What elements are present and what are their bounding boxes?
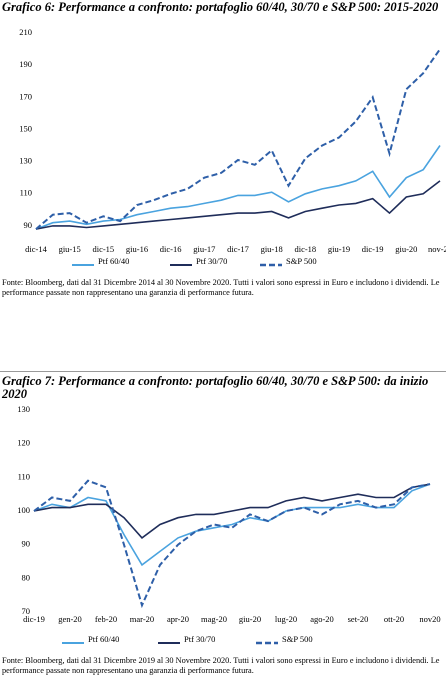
x-tick-label: nov20 bbox=[419, 614, 440, 624]
divider bbox=[0, 371, 446, 372]
x-tick-label: giu-20 bbox=[239, 614, 261, 624]
y-tick-label: 150 bbox=[19, 123, 32, 133]
x-tick-label: dic-14 bbox=[25, 244, 47, 254]
x-tick-label: giu-20 bbox=[395, 244, 417, 254]
y-tick-label: 90 bbox=[24, 220, 33, 230]
series-line bbox=[33, 483, 431, 567]
x-tick-label: ott-20 bbox=[384, 614, 404, 624]
legend-label: Ptf 30/70 bbox=[196, 256, 227, 266]
x-tick-label: feb-20 bbox=[95, 614, 117, 624]
x-tick-label: giu-18 bbox=[261, 244, 283, 254]
legend-label: Ptf 60/40 bbox=[98, 256, 129, 266]
x-tick-label: giu-16 bbox=[126, 244, 148, 254]
y-tick-label: 210 bbox=[19, 27, 32, 37]
y-tick-label: 110 bbox=[18, 471, 30, 481]
x-tick-label: giu-19 bbox=[328, 244, 350, 254]
x-tick-label: dic-18 bbox=[294, 244, 316, 254]
x-tick-label: ago-20 bbox=[310, 614, 334, 624]
y-tick-label: 100 bbox=[17, 505, 30, 515]
x-tick-label: dic-15 bbox=[92, 244, 114, 254]
y-tick-label: 120 bbox=[17, 438, 30, 448]
y-tick-label: 70 bbox=[22, 606, 31, 616]
y-tick-label: 170 bbox=[19, 91, 32, 101]
x-tick-label: lug-20 bbox=[275, 614, 297, 624]
x-tick-label: dic-19 bbox=[23, 614, 45, 624]
legend-label: Ptf 30/70 bbox=[184, 634, 215, 644]
x-tick-label: dic-19 bbox=[362, 244, 384, 254]
x-tick-label: dic-17 bbox=[227, 244, 249, 254]
source-note: Fonte: Bloomberg, dati dal 31 Dicembre 2… bbox=[2, 656, 440, 675]
x-tick-label: apr-20 bbox=[167, 614, 189, 624]
chart-title: Grafico 7: Performance a confronto: port… bbox=[2, 374, 429, 401]
legend-label: Ptf 60/40 bbox=[88, 634, 119, 644]
x-tick-label: dic-16 bbox=[160, 244, 182, 254]
y-tick-label: 130 bbox=[19, 156, 32, 166]
chart-title: Grafico 6: Performance a confronto: port… bbox=[2, 0, 439, 14]
y-tick-label: 80 bbox=[22, 572, 31, 582]
x-tick-label: mar-20 bbox=[130, 614, 154, 624]
legend-label: S&P 500 bbox=[286, 256, 317, 266]
x-tick-label: nov-20 bbox=[428, 244, 446, 254]
x-tick-label: set-20 bbox=[348, 614, 369, 624]
y-tick-label: 110 bbox=[20, 188, 32, 198]
x-tick-label: gen-20 bbox=[58, 614, 82, 624]
x-tick-label: giu-17 bbox=[193, 244, 215, 254]
y-tick-label: 90 bbox=[22, 539, 31, 549]
series-line bbox=[35, 145, 441, 230]
y-tick-label: 130 bbox=[17, 404, 30, 414]
source-note: Fonte: Bloomberg, dati dal 31 Dicembre 2… bbox=[2, 278, 440, 297]
series-line bbox=[33, 479, 431, 609]
legend-label: S&P 500 bbox=[282, 634, 313, 644]
x-tick-label: mag-20 bbox=[201, 614, 227, 624]
series-line bbox=[33, 483, 431, 539]
series-line bbox=[35, 180, 441, 230]
series-line bbox=[35, 48, 441, 230]
y-tick-label: 190 bbox=[19, 59, 32, 69]
x-tick-label: giu-15 bbox=[59, 244, 81, 254]
